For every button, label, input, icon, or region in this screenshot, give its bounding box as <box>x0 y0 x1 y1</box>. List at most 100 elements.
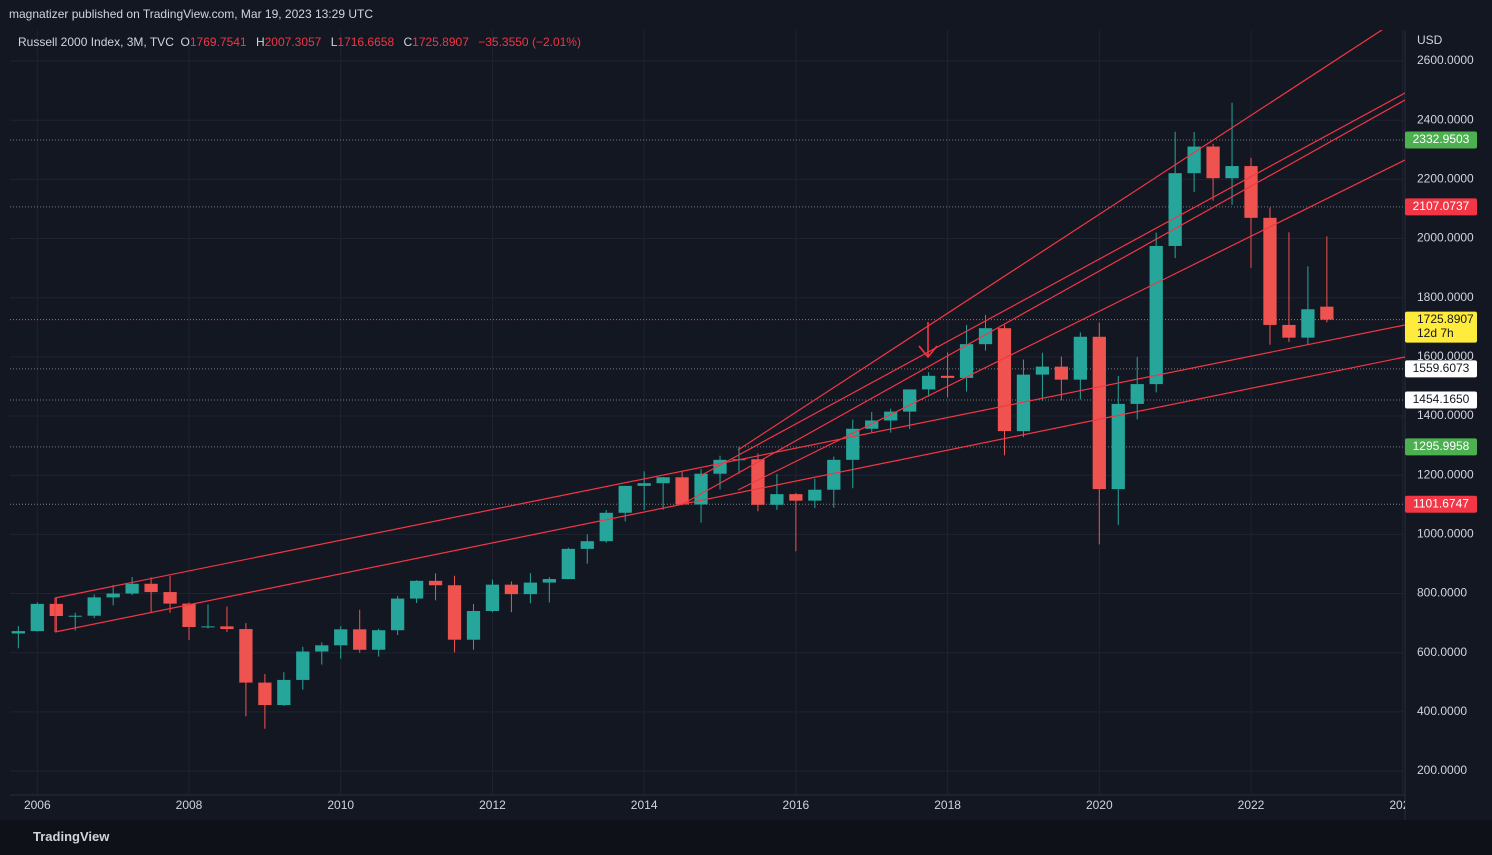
y-tick-label: 1800.0000 <box>1417 290 1474 304</box>
arrow <box>918 322 938 359</box>
price-label-bg <box>1405 198 1477 216</box>
candle-body <box>296 651 310 680</box>
candle-body <box>1149 245 1163 385</box>
price-label: 1101.6747 <box>1413 496 1469 510</box>
x-tick-label: 2014 <box>631 798 658 812</box>
ohlc-value: 2007.3057 <box>264 35 322 49</box>
current-price-bg <box>1405 311 1477 343</box>
candle-body <box>1168 173 1182 246</box>
x-tick-label: 2010 <box>327 798 354 812</box>
candle-body <box>163 592 177 604</box>
candle-body <box>49 603 63 617</box>
candle-body <box>903 389 917 412</box>
candle-body <box>675 477 689 505</box>
change: −35.3550 (−2.01%) <box>478 35 581 49</box>
countdown: 12d 7h <box>1417 326 1454 340</box>
candle-body <box>978 328 993 345</box>
candle-body <box>940 375 955 378</box>
candle-body <box>409 580 424 599</box>
ohlc-letter: O <box>180 35 190 49</box>
y-tick-label: 1400.0000 <box>1417 408 1474 422</box>
y-tick-label: 200.0000 <box>1417 763 1467 777</box>
x-tick-label: 2020 <box>1086 798 1113 812</box>
candle-body <box>827 459 841 490</box>
brand: TradingView <box>33 829 110 844</box>
y-unit: USD <box>1417 33 1443 47</box>
candle-body <box>618 485 632 513</box>
candle-body <box>656 477 670 484</box>
trend-line <box>699 92 1405 477</box>
candle-body <box>884 411 898 421</box>
candle-body <box>390 598 405 631</box>
candle-body <box>1301 309 1315 338</box>
legend: Russell 2000 Index, 3M, TVC O1769.7541 H… <box>18 35 587 49</box>
candle-body <box>694 473 708 505</box>
ohlc-letter: C <box>403 35 413 49</box>
trend-line <box>737 159 1405 491</box>
candle-body <box>1282 324 1296 338</box>
candle-body <box>1054 366 1069 380</box>
candle-body <box>11 631 25 634</box>
candle-body <box>1016 374 1031 432</box>
candle-body <box>144 583 158 593</box>
candle-body <box>865 420 879 429</box>
candle-body <box>428 580 443 586</box>
price-label: 1559.6073 <box>1413 361 1470 375</box>
ohlc-value: 1769.7541 <box>189 35 247 49</box>
candle-body <box>1225 166 1239 179</box>
price-label-bg <box>1405 360 1477 378</box>
candle-body <box>561 548 575 580</box>
trend-line <box>680 99 1405 506</box>
y-tick-label: 1600.0000 <box>1417 349 1474 363</box>
price-label-bg <box>1405 438 1477 456</box>
candle-body <box>580 541 594 549</box>
price-label: 1454.1650 <box>1413 392 1470 406</box>
candle-body <box>485 584 500 611</box>
candle-body <box>220 626 234 630</box>
candle-body <box>1073 336 1087 380</box>
candle-body <box>30 603 44 632</box>
x-tick-label: 2024 <box>1389 798 1416 812</box>
candle-body <box>808 489 822 501</box>
y-tick-label: 1200.0000 <box>1417 467 1474 481</box>
candle-body <box>466 610 481 640</box>
candle-body <box>372 630 386 650</box>
candle-body <box>1320 306 1334 320</box>
candle-body <box>239 629 253 683</box>
candle-body <box>1206 146 1220 179</box>
ohlc-letter: L <box>330 35 338 49</box>
candle-body <box>789 494 803 501</box>
trend-line <box>737 30 1383 451</box>
x-tick-label: 2006 <box>24 798 51 812</box>
candle-body <box>959 344 974 378</box>
candle-body <box>1187 146 1201 174</box>
candle-body <box>1035 366 1050 375</box>
price-label: 2332.9503 <box>1413 132 1470 146</box>
candle-body <box>1111 403 1125 490</box>
candle-body <box>258 682 272 706</box>
x-tick-label: 2018 <box>934 798 961 812</box>
candle-body <box>637 483 651 486</box>
candle-body <box>68 615 82 617</box>
price-label-bg <box>1405 131 1477 149</box>
ohlc-value: 1716.6658 <box>337 35 395 49</box>
candle-body <box>504 584 519 595</box>
candle-body <box>447 585 462 640</box>
candle-body <box>277 679 291 706</box>
price-label-bg <box>1405 495 1477 513</box>
x-tick-label: 2022 <box>1238 798 1265 812</box>
ohlc-value: 1725.8907 <box>412 35 469 49</box>
candle-body <box>751 459 765 505</box>
y-tick-label: 1000.0000 <box>1417 527 1474 541</box>
candle-body <box>201 626 215 628</box>
price-label: 2107.0737 <box>1413 199 1470 213</box>
price-label: 1295.9958 <box>1413 439 1470 453</box>
ohlc-letter: H <box>255 35 265 49</box>
publisher-line: magnatizer published on TradingView.com,… <box>9 7 373 21</box>
candle-body <box>106 593 120 598</box>
y-tick-label: 2200.0000 <box>1417 172 1474 186</box>
candle-body <box>87 597 101 616</box>
